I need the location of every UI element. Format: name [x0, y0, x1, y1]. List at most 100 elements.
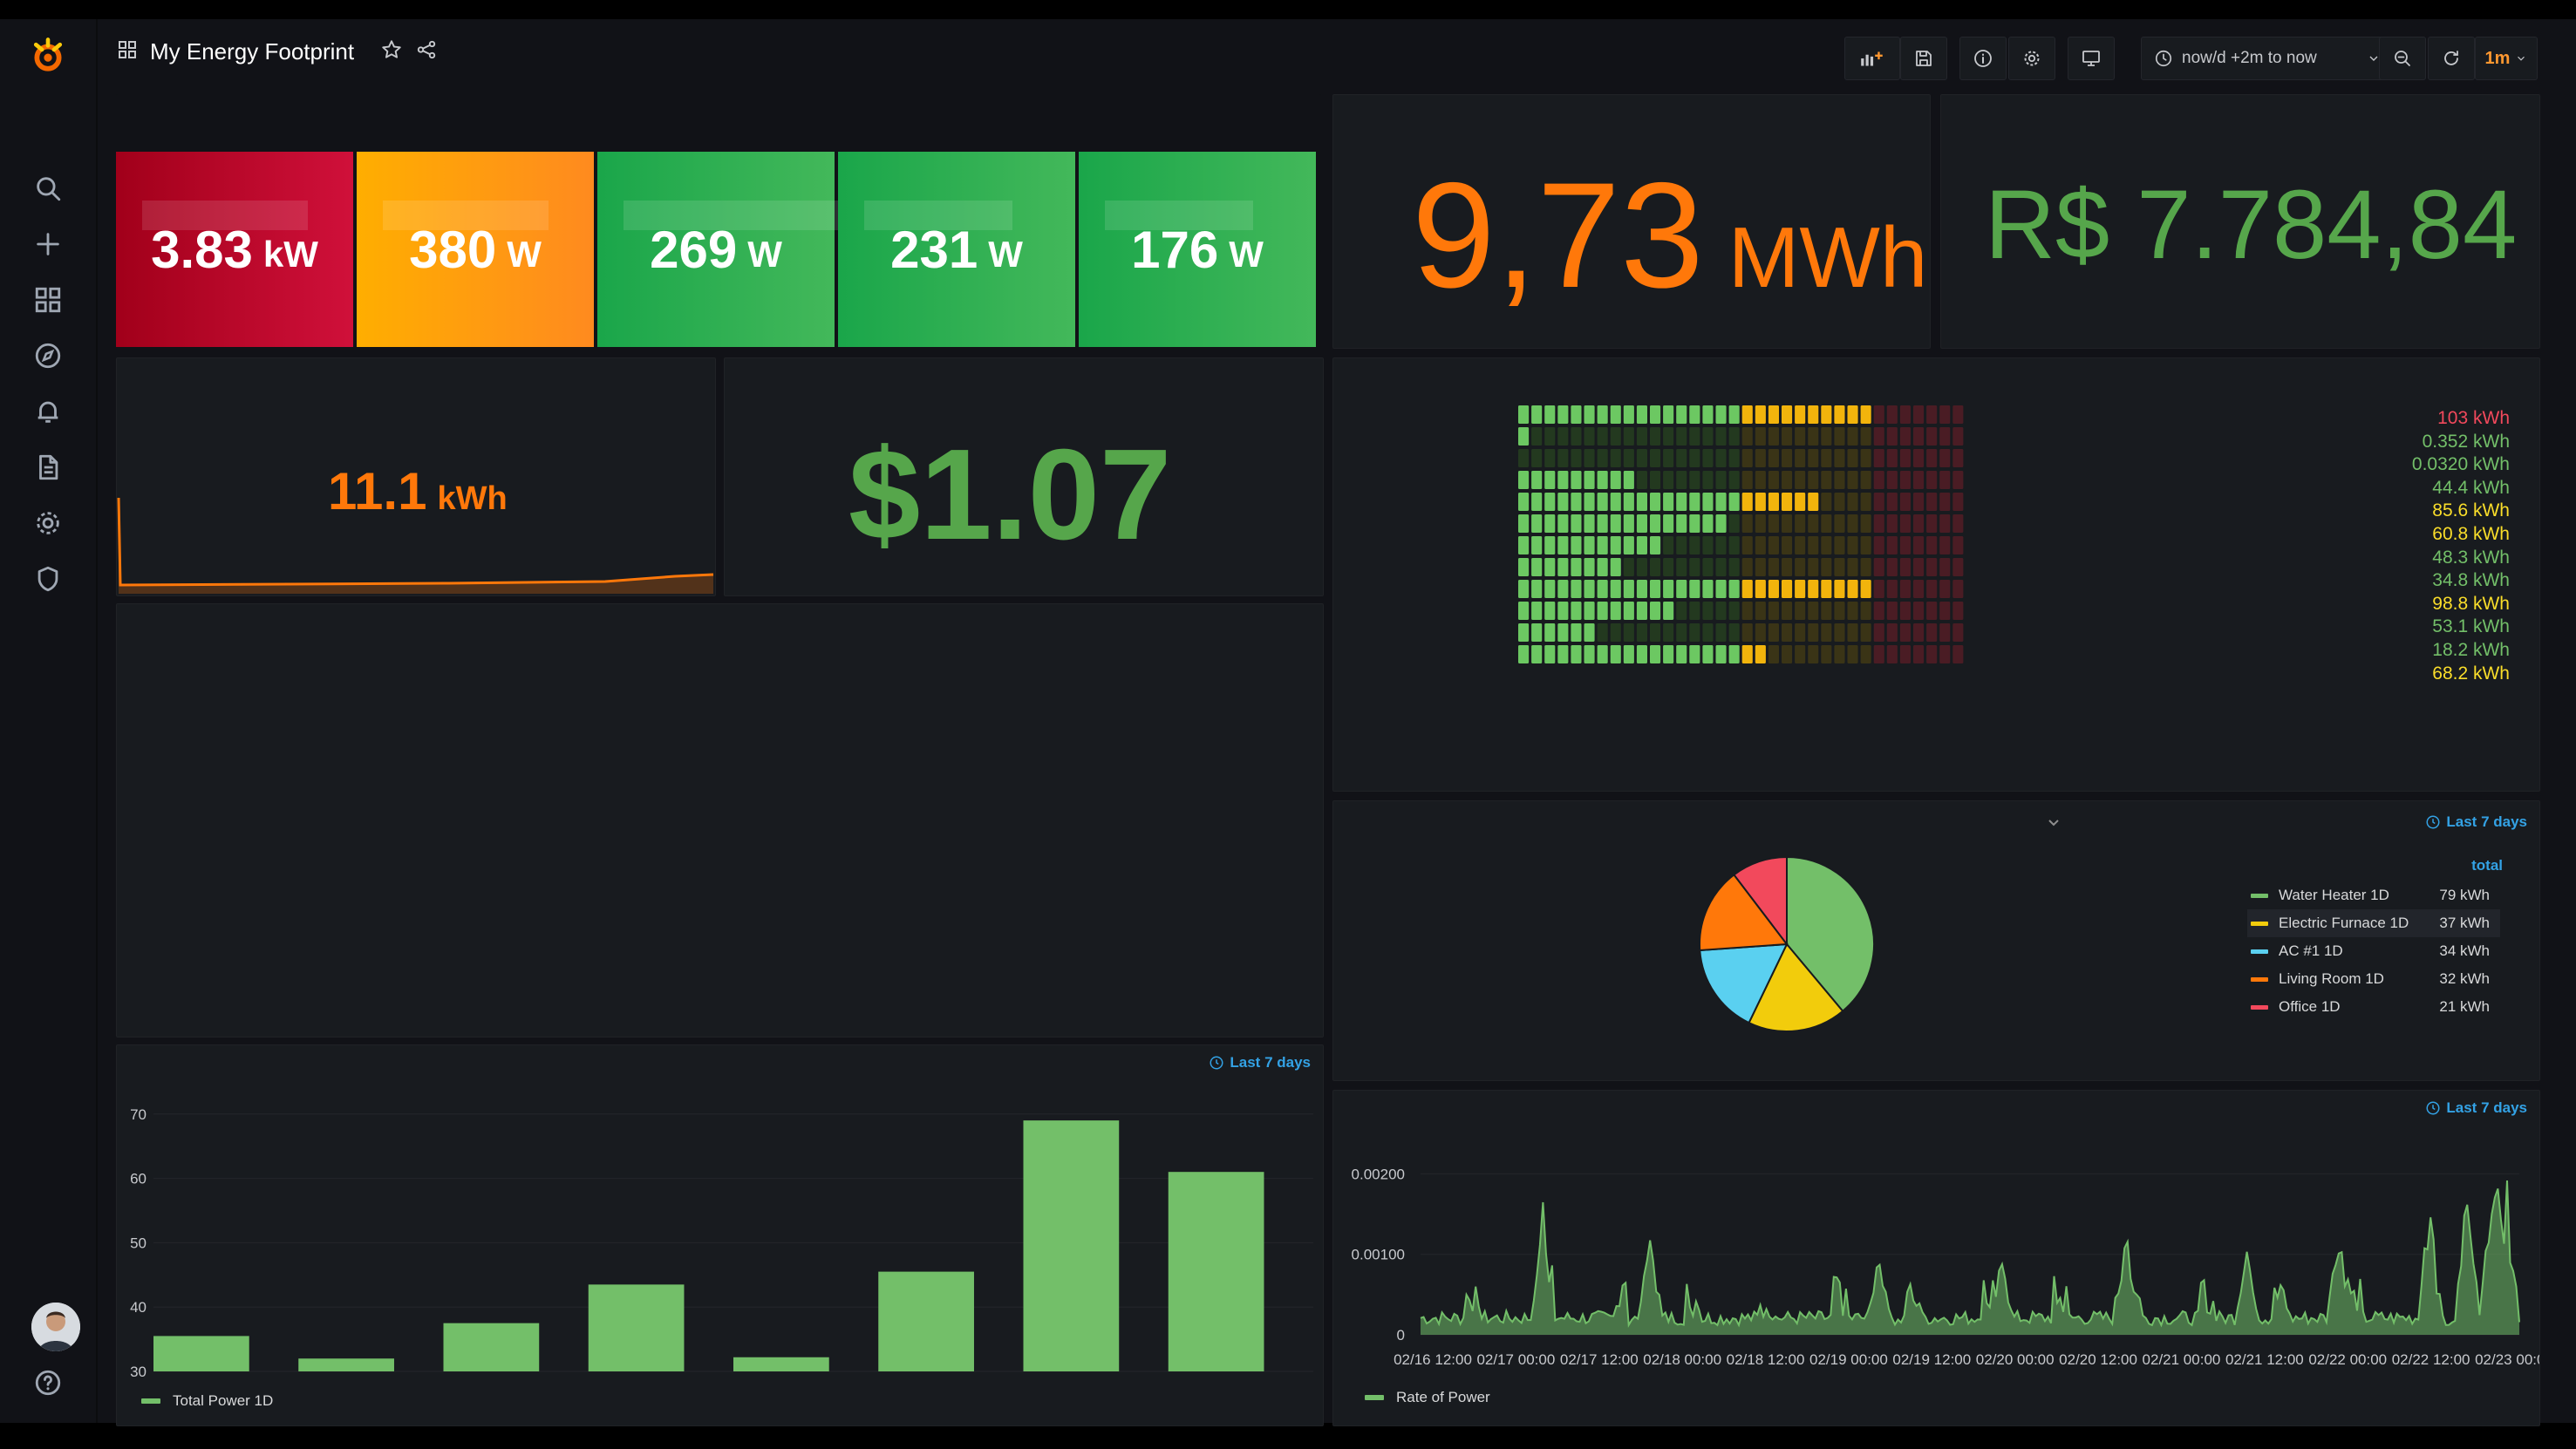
- honeycomb-cell: [1544, 645, 1556, 663]
- honeycomb-cell: [1610, 493, 1621, 511]
- help-icon[interactable]: [31, 1365, 65, 1400]
- area-chart-panel: Last 7 days 0 0.00100 0.00200 02/16 12:00 02…: [1332, 1090, 2540, 1426]
- empty-panel: [116, 603, 1324, 1037]
- area-chart: 0 0.00100 0.00200 02/16 12:00 02/17 00:00 02/…: [1352, 1166, 2539, 1368]
- honeycomb-cell: [1584, 536, 1595, 554]
- pie-legend-row[interactable]: Electric Furnace 1D 37 kWh: [2247, 909, 2500, 937]
- area-time-badge[interactable]: Last 7 days: [2425, 1099, 2527, 1117]
- honeycomb-cell: [1939, 645, 1951, 663]
- honeycomb-cell: [1847, 623, 1858, 642]
- explore-compass-icon[interactable]: [31, 338, 65, 373]
- alerting-bell-icon[interactable]: [31, 394, 65, 429]
- honeycomb-cell: [1636, 580, 1647, 598]
- dashboards-icon[interactable]: [31, 282, 65, 317]
- pie-legend-row[interactable]: AC #1 1D 34 kWh: [2247, 937, 2500, 965]
- tv-mode-button[interactable]: [2068, 37, 2115, 80]
- bar-time-badge[interactable]: Last 7 days: [1209, 1054, 1311, 1071]
- honeycomb-cell: [1939, 623, 1951, 642]
- energy-today-stat: 11.1 kWh: [328, 461, 508, 521]
- dashboard-grid-icon: [117, 39, 138, 65]
- honeycomb-cell: [1926, 471, 1938, 489]
- honeycomb-cell: [1913, 558, 1925, 576]
- pie-legend-row[interactable]: Living Room 1D 32 kWh: [2247, 965, 2500, 993]
- honeycomb-cell: [1808, 449, 1819, 467]
- honeycomb-cell: [1518, 449, 1530, 467]
- bar: [1168, 1172, 1264, 1371]
- honeycomb-cell: [1795, 623, 1806, 642]
- honeycomb-cell: [1518, 493, 1530, 511]
- power-stats-panel: 3.83 kW 380 W 269 W 231 W 176 W: [116, 94, 1321, 347]
- honeycomb-cell: [1834, 449, 1845, 467]
- pie-legend-swatch: [2251, 893, 2268, 898]
- honeycomb-cell: [1755, 427, 1766, 446]
- dashboard-title[interactable]: My Energy Footprint: [150, 38, 355, 65]
- honeycomb-cell: [1663, 449, 1674, 467]
- zoom-out-button[interactable]: [2379, 37, 2426, 80]
- honeycomb-cell: [1847, 449, 1858, 467]
- area-legend-item[interactable]: Rate of Power: [1365, 1389, 1490, 1406]
- honeycomb-cell: [1768, 602, 1779, 620]
- save-dashboard-button[interactable]: [1900, 37, 1947, 80]
- honeycomb-cell: [1531, 449, 1543, 467]
- honeycomb-cell: [1755, 645, 1766, 663]
- honeycomb-cell: [1531, 471, 1543, 489]
- honeycomb-cell: [1689, 536, 1700, 554]
- honeycomb-cell: [1834, 558, 1845, 576]
- honeycomb-cell: [1531, 514, 1543, 533]
- cost-usd-panel: $1.07: [724, 357, 1324, 596]
- honeycomb-cell: [1650, 645, 1661, 663]
- honeycomb-cell: [1847, 514, 1858, 533]
- search-icon[interactable]: [31, 171, 65, 206]
- honeycomb-legend-item: 34.8 kWh: [2432, 570, 2510, 591]
- create-plus-icon[interactable]: [31, 227, 65, 262]
- refresh-interval-picker[interactable]: 1m: [2475, 37, 2538, 80]
- user-avatar[interactable]: [31, 1303, 80, 1351]
- honeycomb-cell: [1610, 602, 1621, 620]
- area-x-tick: 02/22 12:00: [2392, 1351, 2470, 1368]
- honeycomb-cell: [1650, 514, 1661, 533]
- honeycomb-cell: [1571, 536, 1582, 554]
- stat-tile: 269 W: [597, 152, 842, 347]
- honeycomb-cell: [1952, 405, 1964, 424]
- dashboard-settings-button[interactable]: [2008, 37, 2055, 80]
- honeycomb-cell: [1715, 536, 1727, 554]
- shield-icon[interactable]: [31, 561, 65, 596]
- honeycomb-cell: [1518, 558, 1530, 576]
- honeycomb-cell: [1728, 405, 1740, 424]
- add-panel-button[interactable]: [1844, 37, 1900, 80]
- honeycomb-cell: [1886, 514, 1898, 533]
- honeycomb-cell: [1741, 602, 1753, 620]
- panel-menu-chevron-icon[interactable]: [2045, 813, 2062, 831]
- honeycomb-cell: [1808, 623, 1819, 642]
- honeycomb-cell: [1584, 449, 1595, 467]
- honeycomb-cell: [1557, 471, 1569, 489]
- pie-legend-row[interactable]: Office 1D 21 kWh: [2247, 993, 2500, 1021]
- honeycomb-cell: [1597, 449, 1608, 467]
- honeycomb-cell: [1834, 514, 1845, 533]
- honeycomb-cell: [1768, 405, 1779, 424]
- reports-document-icon[interactable]: [31, 450, 65, 485]
- cost-usd-value: $1.07: [848, 423, 1172, 567]
- settings-gear-icon[interactable]: [31, 506, 65, 541]
- bar-legend-item[interactable]: Total Power 1D: [141, 1392, 273, 1410]
- clock-icon: [2155, 50, 2172, 67]
- pie-legend-row[interactable]: Water Heater 1D 79 kWh: [2247, 881, 2500, 909]
- pie-legend-swatch: [2251, 949, 2268, 954]
- pie-legend-header[interactable]: total: [2471, 857, 2503, 874]
- honeycomb-cell: [1636, 536, 1647, 554]
- grafana-logo-icon[interactable]: [26, 35, 70, 78]
- honeycomb-legend-item: 0.352 kWh: [2422, 431, 2510, 452]
- honeycomb-cell: [1702, 427, 1714, 446]
- info-button[interactable]: [1959, 37, 2007, 80]
- honeycomb-cell: [1782, 427, 1793, 446]
- honeycomb-cell: [1676, 405, 1687, 424]
- honeycomb-cell: [1518, 623, 1530, 642]
- refresh-button[interactable]: [2428, 37, 2475, 80]
- time-range-picker[interactable]: now/d +2m to now: [2141, 37, 2390, 80]
- honeycomb-cell: [1795, 405, 1806, 424]
- pie-legend-value: 32 kWh: [2439, 970, 2490, 987]
- honeycomb-cell: [1571, 580, 1582, 598]
- pie-time-badge[interactable]: Last 7 days: [2425, 813, 2527, 831]
- share-icon[interactable]: [415, 38, 438, 65]
- star-icon[interactable]: [380, 38, 403, 65]
